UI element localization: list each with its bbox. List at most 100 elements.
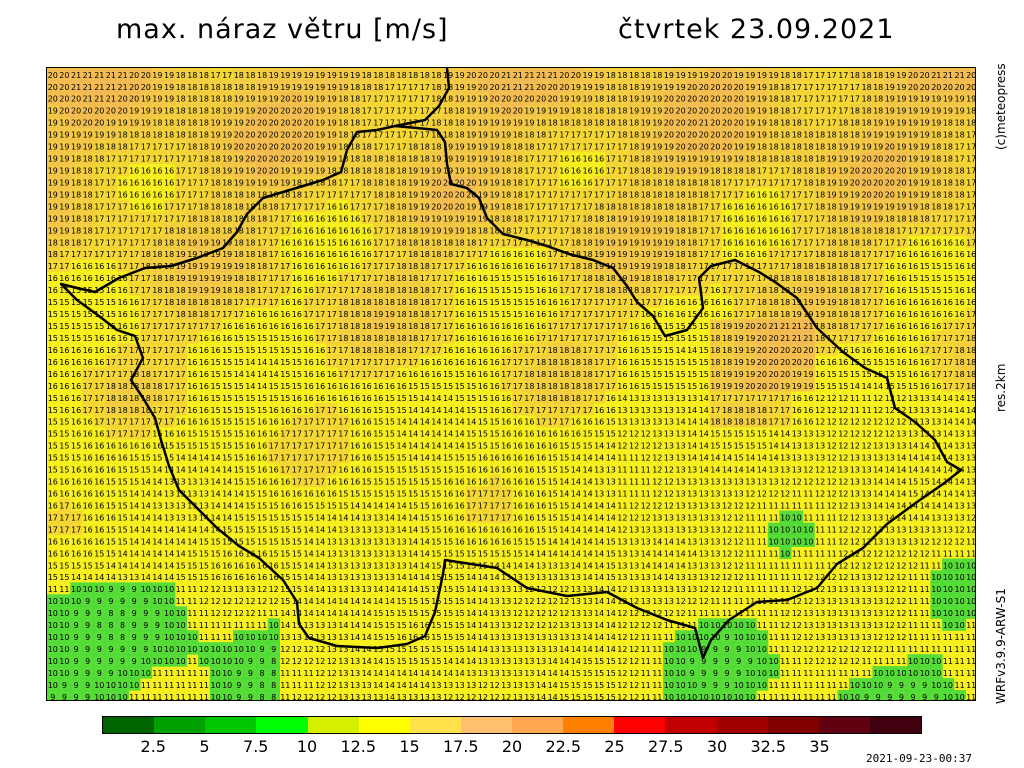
grid-value: 18 <box>176 95 186 104</box>
grid-value: 15 <box>536 478 546 487</box>
grid-value: 15 <box>571 442 581 451</box>
grid-value: 17 <box>269 274 279 283</box>
grid-value: 18 <box>350 83 360 92</box>
grid-value: 17 <box>594 334 604 343</box>
grid-value: 17 <box>780 179 790 188</box>
grid-value: 20 <box>896 179 906 188</box>
grid-value: 17 <box>315 286 325 295</box>
grid-value: 17 <box>838 83 848 92</box>
grid-value: 19 <box>327 143 337 152</box>
grid-value: 19 <box>652 95 662 104</box>
grid-value: 18 <box>594 119 604 128</box>
grid-value: 12 <box>885 430 895 439</box>
grid-value: 18 <box>385 179 395 188</box>
grid-value: 19 <box>548 107 558 116</box>
grid-value: 17 <box>187 179 197 188</box>
grid-value: 13 <box>606 490 616 499</box>
grid-value: 19 <box>269 71 279 80</box>
grid-value: 17 <box>71 250 81 259</box>
grid-value: 16 <box>129 322 139 331</box>
grid-value: 18 <box>420 298 430 307</box>
grid-value: 17 <box>559 418 569 427</box>
grid-value: 17 <box>408 95 418 104</box>
grid-value: 12 <box>652 466 662 475</box>
grid-value: 18 <box>594 274 604 283</box>
grid-value: 20 <box>687 83 697 92</box>
grid-value: 19 <box>234 107 244 116</box>
grid-value: 17 <box>559 262 569 271</box>
grid-value: 19 <box>745 346 755 355</box>
grid-value: 16 <box>769 238 779 247</box>
grid-value: 15 <box>222 418 232 427</box>
grid-value: 17 <box>315 454 325 463</box>
grid-value: 21 <box>536 71 546 80</box>
grid-value: 16 <box>629 382 639 391</box>
grid-value: 19 <box>245 107 255 116</box>
grid-value: 14 <box>676 418 686 427</box>
grid-value: 18 <box>129 406 139 415</box>
grid-value: 17 <box>850 95 860 104</box>
grid-value: 18 <box>617 131 627 140</box>
grid-value: 16 <box>164 190 174 199</box>
grid-value: 13 <box>594 490 604 499</box>
grid-value: 17 <box>257 238 267 247</box>
grid-value: 16 <box>176 418 186 427</box>
grid-value: 15 <box>745 430 755 439</box>
heat-cell <box>709 68 722 81</box>
grid-value: 18 <box>966 119 976 128</box>
grid-value: 16 <box>455 310 465 319</box>
grid-value: 13 <box>710 478 720 487</box>
grid-value: 18 <box>722 346 732 355</box>
grid-value: 18 <box>838 286 848 295</box>
grid-value: 19 <box>280 167 290 176</box>
grid-value: 14 <box>920 466 930 475</box>
grid-value: 18 <box>559 346 569 355</box>
grid-value: 19 <box>373 322 383 331</box>
heat-cell <box>767 68 780 81</box>
grid-value: 17 <box>362 358 372 367</box>
grid-value: 15 <box>280 382 290 391</box>
grid-value: 19 <box>606 238 616 247</box>
grid-value: 18 <box>838 322 848 331</box>
grid-value: 15 <box>59 430 69 439</box>
grid-value: 16 <box>106 286 116 295</box>
grid-value: 18 <box>780 131 790 140</box>
grid-value: 18 <box>548 346 558 355</box>
grid-value: 20 <box>559 71 569 80</box>
grid-value: 14 <box>362 502 372 511</box>
grid-value: 17 <box>862 298 872 307</box>
grid-value: 16 <box>71 262 81 271</box>
grid-value: 18 <box>617 83 627 92</box>
grid-value: 16 <box>83 346 93 355</box>
grid-value: 17 <box>338 430 348 439</box>
grid-value: 12 <box>827 442 837 451</box>
grid-value: 16 <box>629 322 639 331</box>
grid-value: 21 <box>94 83 104 92</box>
grid-value: 13 <box>676 490 686 499</box>
grid-value: 15 <box>920 274 930 283</box>
grid-value: 14 <box>234 490 244 499</box>
grid-value: 17 <box>152 406 162 415</box>
grid-value: 17 <box>583 190 593 199</box>
grid-value: 17 <box>280 226 290 235</box>
heat-cell <box>291 68 304 81</box>
grid-value: 16 <box>548 442 558 451</box>
grid-value: 19 <box>687 71 697 80</box>
grid-value: 19 <box>408 167 418 176</box>
grid-value: 17 <box>164 143 174 152</box>
grid-value: 17 <box>862 310 872 319</box>
grid-value: 15 <box>245 478 255 487</box>
grid-value: 18 <box>559 370 569 379</box>
grid-value: 19 <box>478 179 488 188</box>
grid-value: 19 <box>745 107 755 116</box>
grid-value: 13 <box>617 418 627 427</box>
grid-value: 17 <box>931 358 941 367</box>
grid-value: 16 <box>292 238 302 247</box>
grid-value: 16 <box>129 202 139 211</box>
grid-value: 17 <box>164 310 174 319</box>
heat-cell <box>279 68 292 81</box>
grid-value: 18 <box>362 179 372 188</box>
grid-value: 17 <box>687 262 697 271</box>
grid-value: 19 <box>757 131 767 140</box>
grid-value: 19 <box>652 143 662 152</box>
